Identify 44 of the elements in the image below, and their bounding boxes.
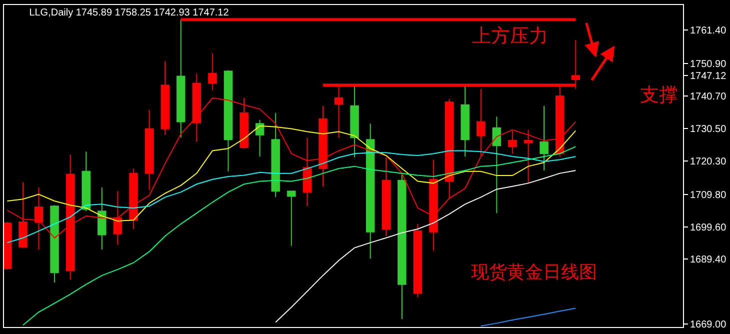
candlestick bbox=[287, 190, 296, 246]
y-tick-label: 1709.80 bbox=[690, 190, 727, 201]
y-tick-label: 1720.30 bbox=[690, 156, 727, 168]
candlestick bbox=[224, 70, 233, 172]
candlestick bbox=[208, 52, 217, 90]
text: 支撑 bbox=[640, 84, 678, 106]
candlestick bbox=[492, 116, 502, 214]
candlestick bbox=[382, 156, 390, 236]
line-series bbox=[6, 125, 576, 222]
y-tick-label: 1761.40 bbox=[690, 26, 727, 37]
y-tick-label: 1730.50 bbox=[690, 124, 727, 135]
annotation: 现货黄金日线图 bbox=[471, 262, 597, 283]
candlestick bbox=[350, 84, 359, 158]
candlestick bbox=[271, 112, 280, 198]
line-series bbox=[22, 146, 576, 326]
y-tick-label: 1740.70 bbox=[690, 92, 727, 102]
y-tick-label: 1669.00 bbox=[690, 320, 727, 331]
candlestick bbox=[98, 186, 106, 250]
candlestick bbox=[540, 105, 548, 171]
candlestick bbox=[160, 60, 170, 136]
y-tick-label: 1747.12 bbox=[690, 71, 727, 82]
line-series bbox=[275, 170, 576, 323]
candlestick bbox=[82, 151, 90, 212]
line-series bbox=[6, 150, 576, 244]
candlestick bbox=[366, 123, 375, 260]
candlestick bbox=[524, 129, 533, 184]
candlestick bbox=[129, 168, 138, 230]
candlestick bbox=[460, 84, 470, 157]
line-series bbox=[480, 308, 576, 327]
y-tick-label: 1689.40 bbox=[690, 254, 727, 266]
candlestick bbox=[413, 223, 422, 298]
annotation: 上方压力 bbox=[472, 25, 548, 47]
candlestick bbox=[398, 174, 406, 320]
candlestick bbox=[302, 137, 312, 207]
y-tick-label: 1699.60 bbox=[690, 222, 727, 234]
chart-title: LLG,Daily 1745.89 1758.25 1742.93 1747.12 bbox=[29, 7, 230, 18]
candlestick bbox=[318, 105, 328, 187]
candlestick bbox=[4, 222, 12, 270]
candlestick bbox=[255, 119, 264, 157]
y-tick-label: 1750.90 bbox=[690, 59, 727, 70]
candlestick bbox=[508, 130, 517, 154]
candlestick bbox=[144, 110, 154, 191]
candlestick bbox=[176, 19, 186, 138]
candlestick bbox=[50, 204, 59, 283]
